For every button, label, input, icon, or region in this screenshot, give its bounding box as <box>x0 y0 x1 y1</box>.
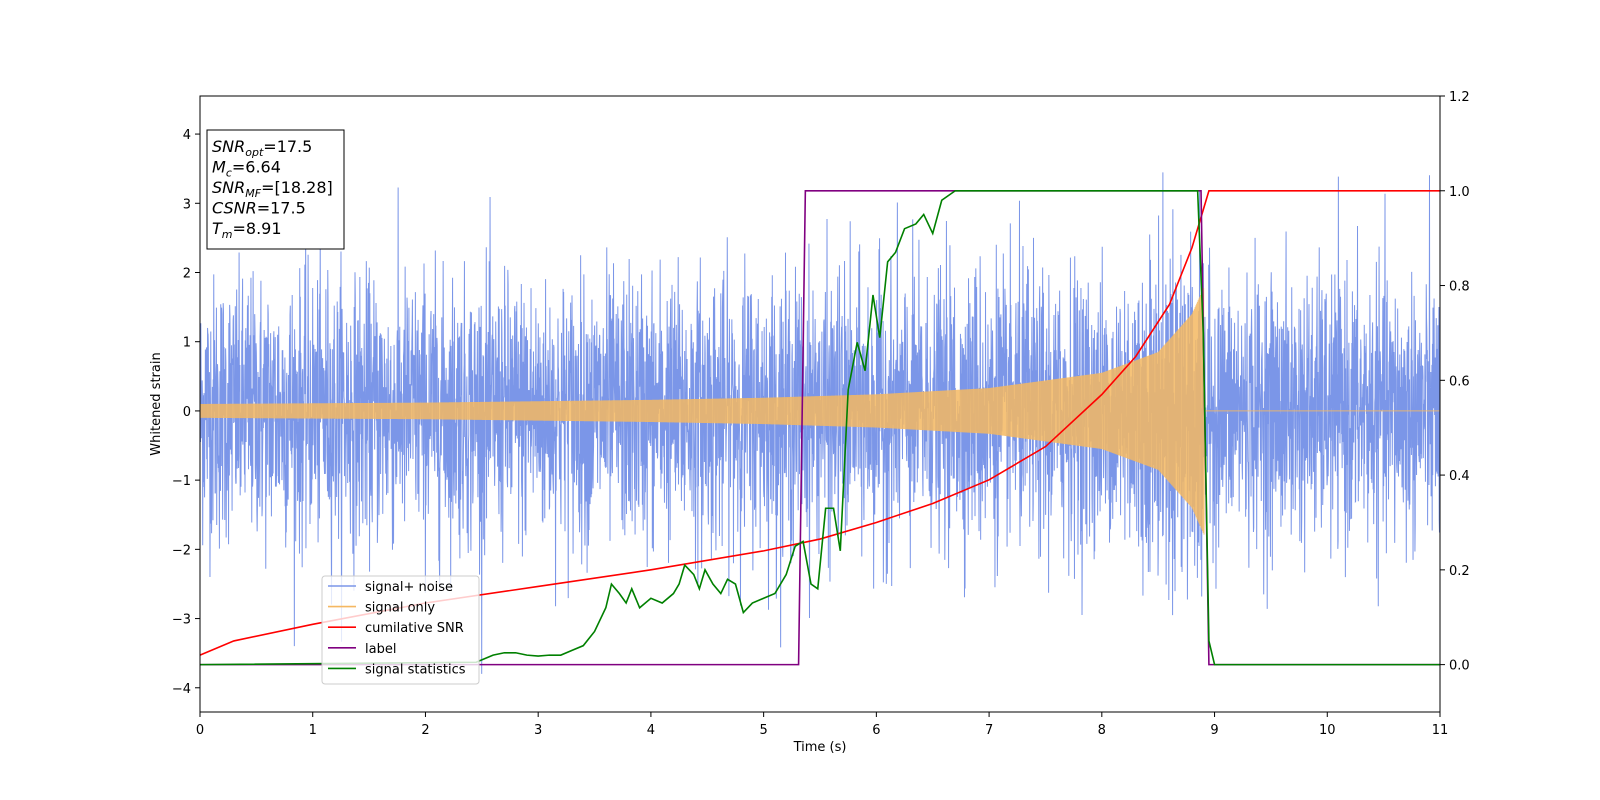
plot-frame <box>199 95 1441 713</box>
y-axis-right: 0.0 0.2 0.4 0.6 0.8 1.0 1.2 <box>1440 90 1470 674</box>
x-tick-label: 2 <box>421 723 429 738</box>
series-signal-only-line <box>200 288 1440 535</box>
y-left-tick-label: 4 <box>183 128 191 143</box>
y-axis-label: Whitened strain <box>149 352 164 455</box>
info-box-frame <box>206 129 345 250</box>
y-right-tick-label: 0.8 <box>1449 280 1470 295</box>
x-axis: 0 1 2 3 4 5 6 7 8 9 10 11 <box>196 712 1448 738</box>
x-tick-label: 0 <box>196 723 204 738</box>
legend: signal+ noise signal only cumilative SNR la… <box>321 575 480 685</box>
y-right-tick-label: 0.4 <box>1449 469 1470 484</box>
y-left-tick-label: 1 <box>183 336 191 351</box>
y-left-tick-label: 0 <box>183 405 191 420</box>
legend-frame <box>321 575 480 685</box>
y-left-tick-label: −1 <box>172 474 191 489</box>
x-tick-label: 5 <box>759 723 767 738</box>
series-signal-statistics-line <box>200 189 1440 666</box>
x-tick-label: 10 <box>1319 723 1336 738</box>
y-left-tick-label: −2 <box>172 543 191 558</box>
x-tick-label: 3 <box>534 723 542 738</box>
y-right-tick-label: 1.2 <box>1449 90 1470 105</box>
series-signal-noise-line <box>200 172 1440 674</box>
x-tick-label: 6 <box>872 723 880 738</box>
x-tick-label: 4 <box>647 723 655 738</box>
legend-label-signal-statistics: signal statistics <box>365 662 466 677</box>
y-left-tick-label: −3 <box>172 613 191 628</box>
x-axis-label: Time (s) <box>793 740 847 755</box>
x-tick-label: 8 <box>1098 723 1106 738</box>
legend-label-label: label <box>365 642 396 657</box>
y-left-tick-label: −4 <box>172 682 191 697</box>
x-tick-label: 9 <box>1210 723 1218 738</box>
info-line: Mc=6.64 <box>212 158 281 180</box>
info-line: SNRMF=[18.28] <box>212 178 333 200</box>
legend-label-signal-only: signal only <box>365 601 435 616</box>
y-left-tick-label: 3 <box>183 197 191 212</box>
y-axis-left: −4 −3 −2 −1 0 1 2 3 4 <box>172 128 200 697</box>
y-right-tick-label: 1.0 <box>1449 185 1470 200</box>
y-right-tick-label: 0.2 <box>1449 564 1470 579</box>
info-line: Tm=8.91 <box>212 219 282 241</box>
y-left-tick-label: 2 <box>183 266 191 281</box>
y-right-tick-label: 0.6 <box>1449 374 1470 389</box>
legend-label-cumilative-snr: cumilative SNR <box>365 621 464 636</box>
x-tick-label: 7 <box>985 723 993 738</box>
x-tick-label: 1 <box>309 723 317 738</box>
legend-label-signal-noise: signal+ noise <box>365 580 453 595</box>
y-right-tick-label: 0.0 <box>1449 659 1470 674</box>
info-line: CSNR=17.5 <box>212 199 306 218</box>
info-line: SNRopt=17.5 <box>212 137 312 159</box>
info-box: SNRopt=17.5Mc=6.64SNRMF=[18.28]CSNR=17.5… <box>206 129 345 250</box>
x-tick-label: 11 <box>1432 723 1449 738</box>
